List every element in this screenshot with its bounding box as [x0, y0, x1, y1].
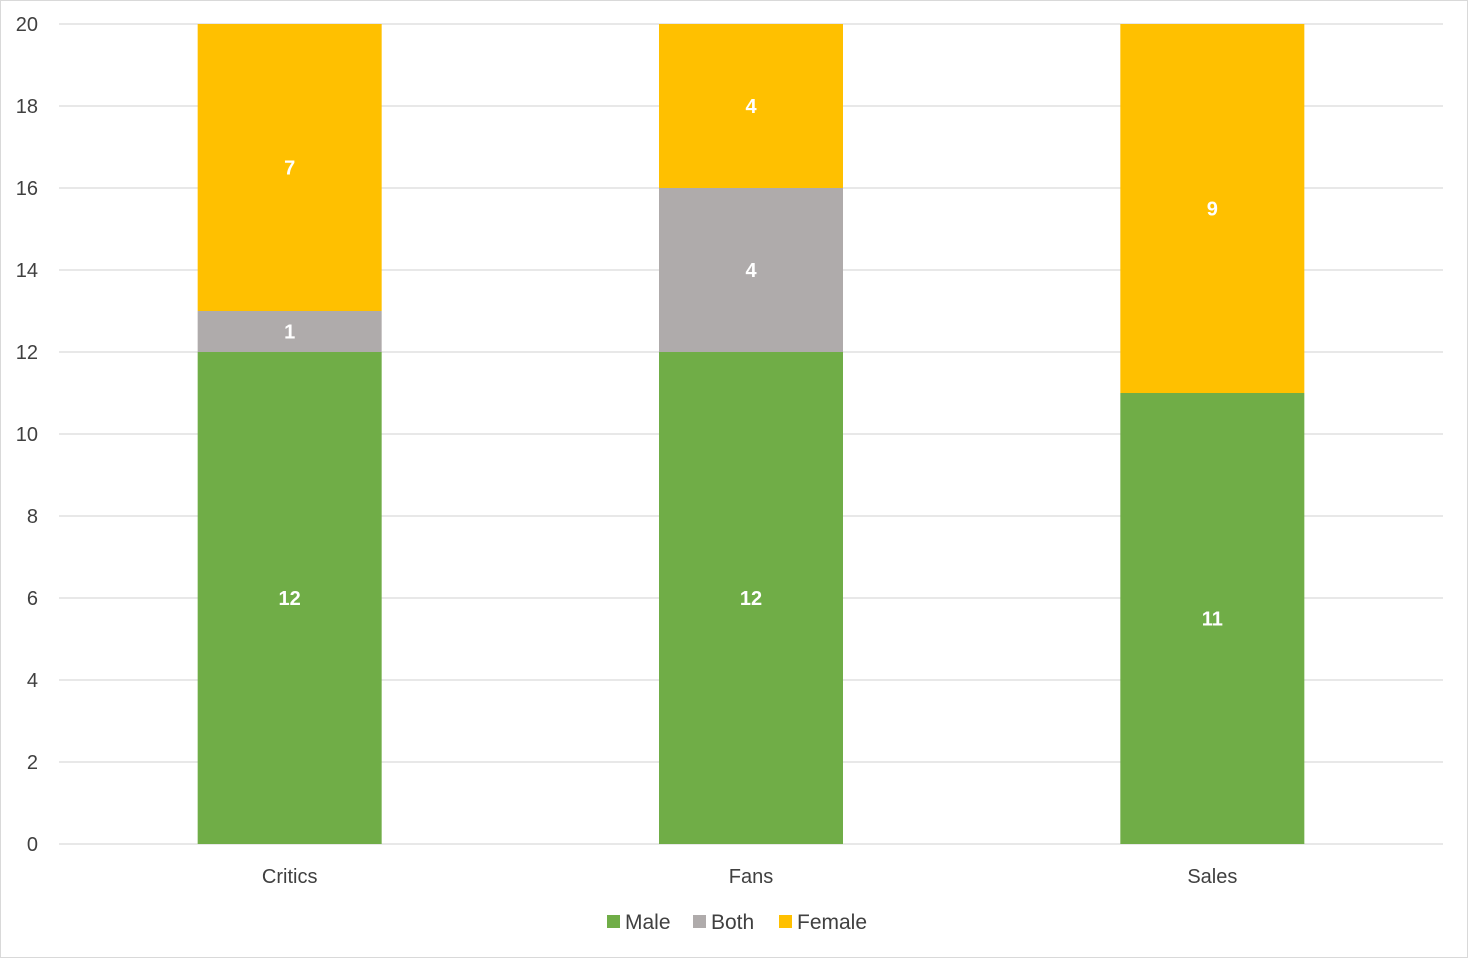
y-tick-label: 4 [27, 670, 38, 692]
x-category-label: Fans [729, 866, 773, 888]
data-label: 11 [1202, 609, 1223, 631]
legend-swatch-male [607, 915, 620, 928]
x-category-label: Sales [1187, 866, 1237, 888]
y-tick-label: 8 [27, 506, 38, 528]
y-tick-label: 10 [16, 424, 38, 446]
x-category-label: Critics [262, 866, 318, 888]
data-label: 12 [740, 588, 762, 610]
legend-label-both: Both [711, 911, 754, 934]
data-label: 9 [1207, 199, 1218, 221]
bar-segment-female-fans [659, 24, 843, 188]
data-label: 4 [745, 96, 757, 118]
legend: Male Both Female [607, 911, 867, 934]
legend-label-female: Female [797, 911, 867, 934]
data-label: 4 [745, 260, 757, 282]
legend-swatch-both [693, 915, 706, 928]
legend-swatch-female [779, 915, 792, 928]
y-tick-label: 2 [27, 752, 38, 774]
y-tick-label: 14 [16, 260, 38, 282]
y-tick-label: 20 [16, 14, 38, 36]
bar-segment-male-fans [659, 352, 843, 844]
y-axis-ticks: 0 2 4 6 8 10 12 14 16 18 20 [16, 14, 38, 856]
bar-segment-male-sales [1120, 393, 1305, 844]
x-axis-ticks: Critics Fans Sales [262, 866, 1237, 888]
data-labels: 12 1 7 12 4 4 11 9 [279, 96, 1223, 631]
y-tick-label: 6 [27, 588, 38, 610]
bar-segment-female-critics [197, 24, 382, 311]
y-tick-label: 16 [16, 178, 38, 200]
data-label: 7 [284, 158, 295, 180]
y-tick-label: 18 [16, 96, 38, 118]
y-tick-label: 0 [27, 834, 38, 856]
bar-segment-both-critics [197, 311, 382, 352]
bar-segment-both-fans [659, 188, 843, 352]
bars [197, 24, 1305, 844]
data-label: 1 [284, 322, 295, 344]
legend-label-male: Male [625, 911, 671, 934]
y-tick-label: 12 [16, 342, 38, 364]
bar-segment-male-critics [197, 352, 382, 844]
bar-segment-female-sales [1120, 24, 1305, 393]
data-label: 12 [279, 588, 301, 610]
